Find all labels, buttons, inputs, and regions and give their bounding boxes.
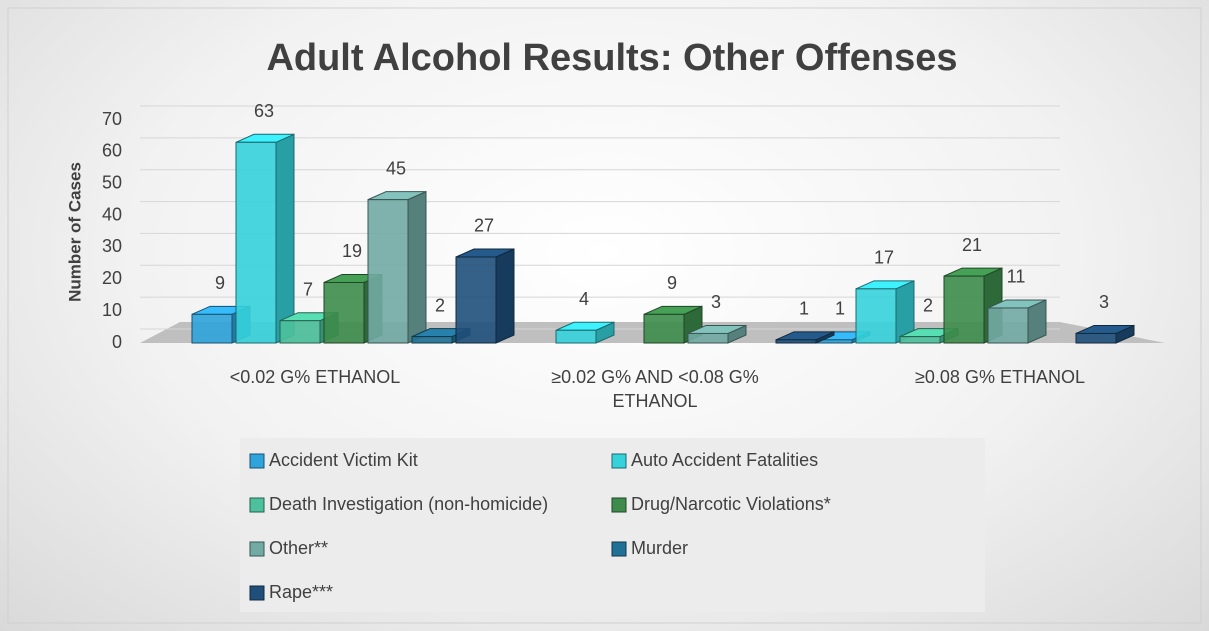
data-label: 63 bbox=[254, 101, 274, 121]
legend-swatch bbox=[249, 541, 265, 557]
legend-label: Drug/Narcotic Violations* bbox=[631, 494, 831, 514]
bar bbox=[367, 190, 427, 344]
bar bbox=[855, 280, 915, 344]
bar-face bbox=[191, 313, 233, 344]
bar-face bbox=[943, 275, 985, 344]
legend-swatch bbox=[611, 497, 627, 513]
data-label: 1 bbox=[799, 299, 809, 319]
bar-face bbox=[275, 133, 295, 344]
legend-label: Accident Victim Kit bbox=[269, 450, 418, 470]
bar-face bbox=[455, 256, 497, 344]
y-tick-label: 60 bbox=[102, 141, 122, 161]
y-axis-label: Number of Cases bbox=[65, 162, 84, 302]
bar-face bbox=[235, 141, 277, 344]
data-label: 1 bbox=[835, 299, 845, 319]
bar bbox=[555, 321, 615, 344]
data-label: 45 bbox=[386, 158, 406, 178]
bar-face bbox=[899, 336, 941, 344]
data-label: 21 bbox=[962, 235, 982, 255]
x-tick-label: ≥0.02 G% AND <0.08 G% ETHANOL bbox=[551, 367, 759, 411]
data-label: 27 bbox=[474, 216, 494, 236]
data-label: 7 bbox=[303, 279, 313, 299]
bar bbox=[987, 299, 1047, 344]
data-label: 3 bbox=[711, 292, 721, 312]
legend-swatch bbox=[611, 541, 627, 557]
bar-face bbox=[367, 199, 409, 344]
legend-label: Death Investigation (non-homicide) bbox=[269, 494, 548, 514]
bar-face bbox=[987, 307, 1029, 344]
bar-face bbox=[855, 288, 897, 344]
y-tick-label: 20 bbox=[102, 268, 122, 288]
bar bbox=[775, 331, 835, 344]
bar-face bbox=[323, 281, 365, 344]
y-tick-label: 40 bbox=[102, 204, 122, 224]
data-label: 19 bbox=[342, 241, 362, 261]
y-tick-label: 30 bbox=[102, 236, 122, 256]
data-label: 2 bbox=[435, 295, 445, 315]
x-tick-label: ≥0.08 G% ETHANOL bbox=[915, 367, 1085, 387]
legend-label: Other** bbox=[269, 538, 328, 558]
bar bbox=[1075, 324, 1135, 344]
legend-swatch bbox=[249, 453, 265, 469]
y-tick-label: 50 bbox=[102, 172, 122, 192]
legend-swatch bbox=[611, 453, 627, 469]
bar-face bbox=[279, 320, 321, 344]
data-label: 2 bbox=[923, 295, 933, 315]
bar-face bbox=[411, 336, 453, 344]
bar bbox=[235, 133, 295, 344]
bar-face bbox=[775, 339, 817, 344]
bar-face bbox=[687, 332, 729, 344]
legend-label: Rape*** bbox=[269, 582, 333, 602]
chart-title: Adult Alcohol Results: Other Offenses bbox=[266, 37, 957, 79]
x-tick-label: <0.02 G% ETHANOL bbox=[229, 367, 401, 387]
bar-face bbox=[407, 190, 427, 344]
legend-swatch bbox=[249, 497, 265, 513]
chart-border bbox=[7, 7, 1202, 624]
data-label: 9 bbox=[667, 273, 677, 293]
bar-face bbox=[555, 329, 597, 344]
legend-label: Murder bbox=[631, 538, 688, 558]
bar-face bbox=[1075, 332, 1117, 344]
legend-swatch bbox=[249, 585, 265, 601]
data-label: 9 bbox=[215, 273, 225, 293]
y-tick-label: 10 bbox=[102, 300, 122, 320]
bar bbox=[687, 324, 747, 344]
y-tick-label: 70 bbox=[102, 109, 122, 129]
bar-face bbox=[495, 248, 515, 344]
bar-face bbox=[643, 313, 685, 344]
y-tick-label: 0 bbox=[112, 332, 122, 352]
bar bbox=[455, 248, 515, 344]
data-label: 3 bbox=[1099, 292, 1109, 312]
data-label: 11 bbox=[1007, 267, 1026, 287]
data-label: 17 bbox=[874, 248, 894, 268]
legend-label: Auto Accident Fatalities bbox=[631, 450, 818, 470]
data-label: 4 bbox=[579, 289, 589, 309]
